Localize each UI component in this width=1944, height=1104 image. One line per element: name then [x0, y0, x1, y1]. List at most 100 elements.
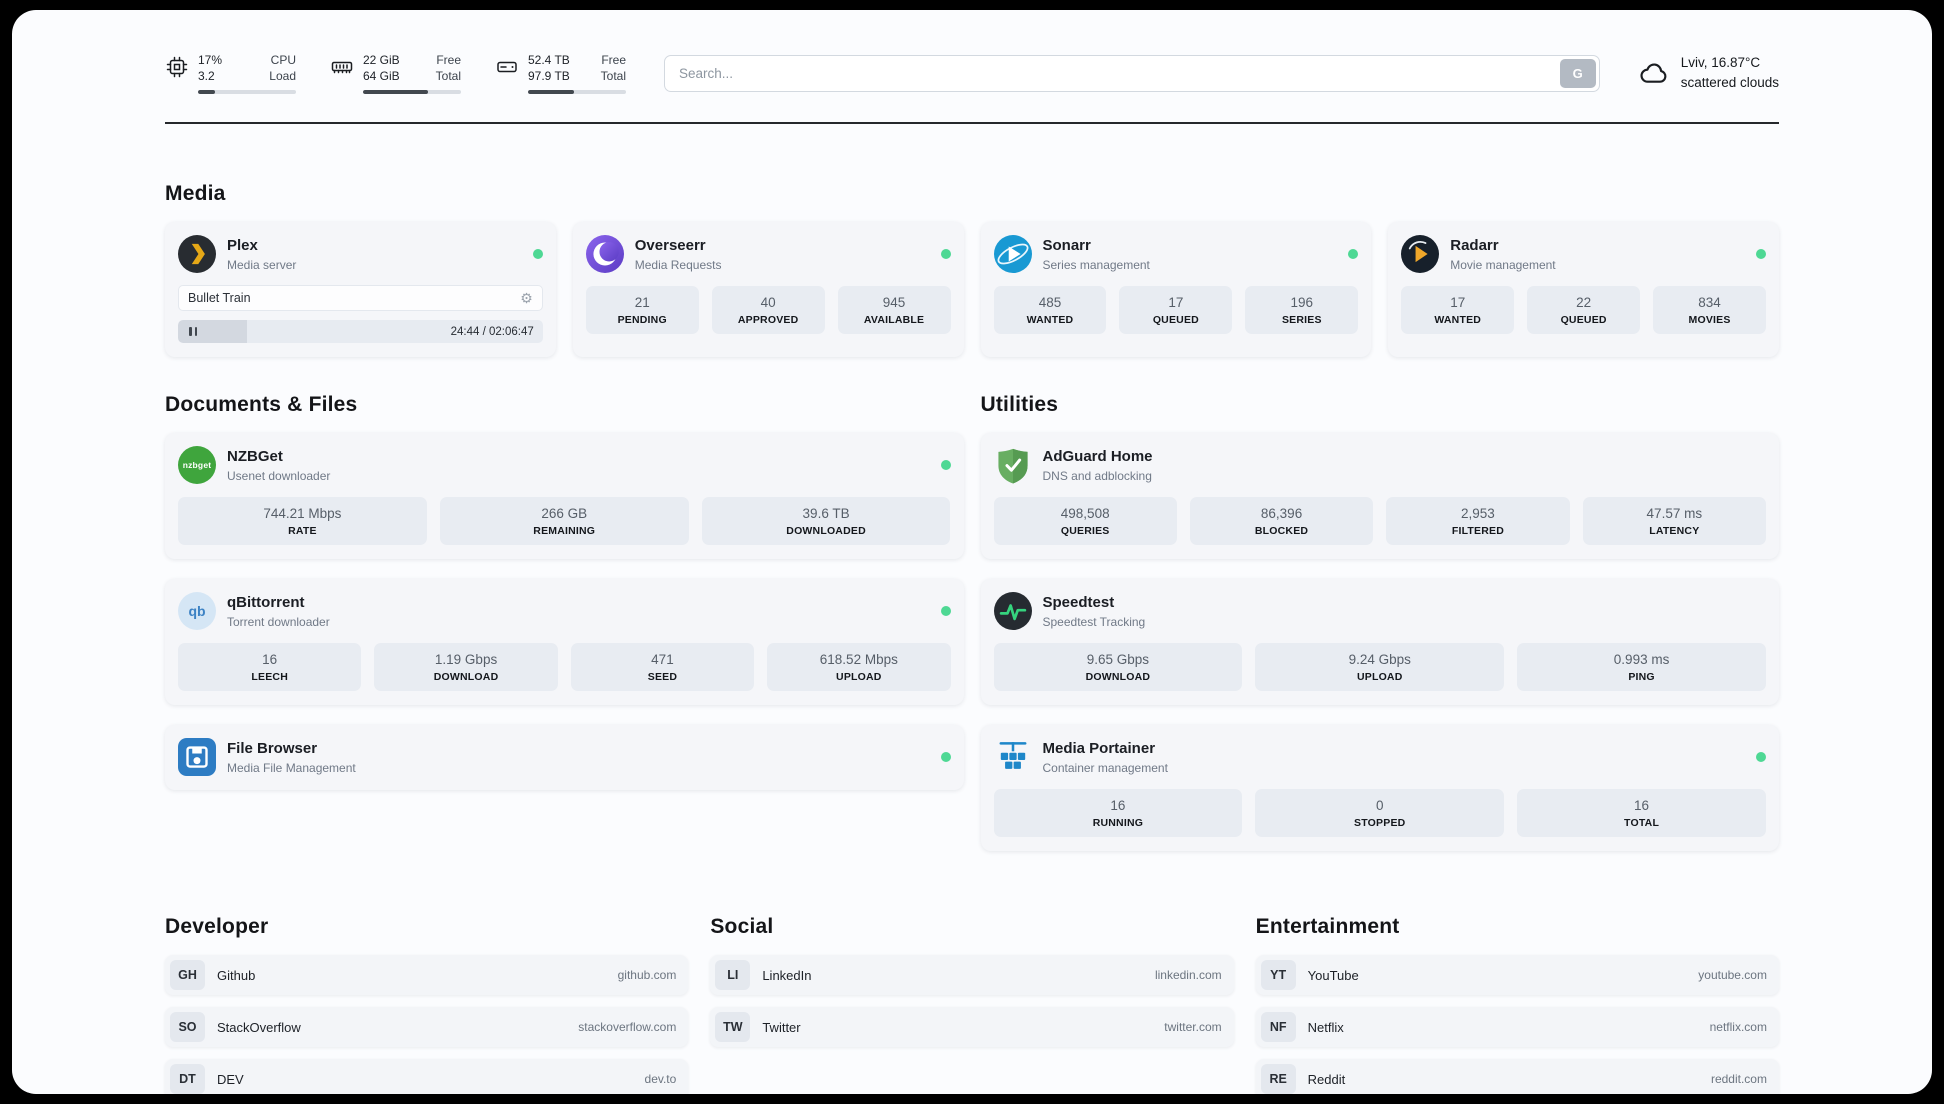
app-card-radarr[interactable]: Radarr Movie management 17 WANTED 22 QUE…	[1388, 222, 1779, 358]
stat-available: 945 AVAILABLE	[837, 286, 951, 335]
section-media: Media Plex Media server	[165, 182, 1779, 358]
app-card-adguard[interactable]: AdGuard Home DNS and adblocking 498,508 …	[980, 433, 1779, 560]
app-card-sonarr[interactable]: Sonarr Series management 485 WANTED 17 Q…	[980, 222, 1372, 358]
app-name: AdGuard Home	[1042, 447, 1153, 465]
reddit-icon: RE	[1260, 1064, 1296, 1094]
gear-icon[interactable]: ⚙	[520, 289, 533, 306]
speedtest-icon	[993, 592, 1032, 631]
stat-total: 16 TOTAL	[1517, 789, 1766, 838]
playback-time: 24:44 / 02:06:47	[450, 325, 534, 338]
disk-progress-bar	[528, 90, 626, 95]
bookmark-stackoverflow[interactable]: SO StackOverflow stackoverflow.com	[165, 1007, 689, 1048]
system-metrics: 17% 3.2 CPU Load	[165, 52, 626, 95]
ram-total-label: Total	[435, 69, 461, 84]
bookmark-netflix[interactable]: NF Netflix netflix.com	[1255, 1007, 1779, 1048]
disk-metric: 52.4 TB 97.9 TB Free Total	[495, 52, 626, 95]
stat-approved: 40 APPROVED	[711, 286, 825, 335]
status-dot	[532, 249, 543, 260]
section-social: Social LI LinkedIn linkedin.com TW Twitt…	[710, 915, 1234, 1059]
github-icon: GH	[170, 960, 205, 991]
status-dot	[940, 249, 951, 260]
bookmark-reddit[interactable]: RE Reddit reddit.com	[1255, 1059, 1779, 1094]
app-subtitle: Movie management	[1450, 257, 1556, 272]
search-engine-button[interactable]: G	[1559, 58, 1596, 88]
ram-icon	[330, 55, 354, 94]
bookmark-twitter[interactable]: TW Twitter twitter.com	[710, 1007, 1234, 1048]
stat-ping: 0.993 ms PING	[1517, 643, 1766, 692]
section-title-media: Media	[165, 182, 226, 206]
header-divider	[165, 122, 1779, 125]
app-subtitle: DNS and adblocking	[1042, 468, 1152, 483]
stat-pending: 21 PENDING	[585, 286, 699, 335]
cpu-icon	[165, 55, 189, 94]
stat-upload: 9.24 Gbps UPLOAD	[1255, 643, 1505, 692]
bookmark-linkedin[interactable]: LI LinkedIn linkedin.com	[710, 955, 1234, 996]
app-card-speedtest[interactable]: Speedtest Speedtest Tracking 9.65 Gbps D…	[980, 579, 1779, 706]
bookmark-youtube[interactable]: YT YouTube youtube.com	[1255, 955, 1779, 996]
cloud-icon	[1638, 57, 1670, 89]
overseerr-icon	[585, 235, 624, 274]
search-bar: G	[664, 54, 1600, 92]
section-title-documents: Documents & Files	[165, 393, 358, 417]
stat-series: 196 SERIES	[1245, 286, 1359, 335]
disk-free-value: 52.4 TB	[528, 53, 570, 67]
app-card-filebrowser[interactable]: File Browser Media File Management	[165, 725, 964, 791]
stat-queued: 17 QUEUED	[1119, 286, 1233, 335]
stackoverflow-icon: SO	[170, 1012, 205, 1043]
section-title-entertainment: Entertainment	[1255, 915, 1400, 939]
section-title-social: Social	[710, 915, 774, 939]
radarr-icon	[1401, 235, 1440, 274]
status-dot	[1348, 249, 1359, 260]
weather-location: Lviv, 16.87°C	[1680, 54, 1761, 70]
stat-blocked: 86,396 BLOCKED	[1189, 497, 1374, 546]
stat-stopped: 0 STOPPED	[1255, 789, 1505, 838]
plex-icon	[178, 235, 216, 274]
weather-condition: scattered clouds	[1680, 75, 1779, 91]
bookmark-dev[interactable]: DT DEV dev.to	[165, 1059, 689, 1094]
player-progress-bar[interactable]: 24:44 / 02:06:47	[178, 320, 543, 344]
section-utilities: Utilities	[980, 393, 1779, 852]
status-dot	[1756, 752, 1766, 763]
app-subtitle: Media Requests	[634, 257, 722, 272]
disk-free-label: Free	[601, 53, 626, 67]
app-subtitle: Torrent downloader	[227, 614, 330, 629]
app-subtitle: Media server	[227, 257, 297, 272]
app-name: NZBGet	[227, 447, 283, 465]
stat-movies: 834 MOVIES	[1653, 286, 1767, 335]
app-subtitle: Usenet downloader	[227, 468, 331, 483]
search-input[interactable]	[664, 54, 1600, 92]
stat-upload: 618.52 Mbps UPLOAD	[767, 643, 951, 692]
disk-progress-fill	[528, 90, 575, 95]
disk-total-value: 97.9 TB	[528, 69, 570, 84]
stat-remaining: 266 GB REMAINING	[439, 497, 689, 546]
ram-metric: 22 GiB 64 GiB Free Total	[330, 52, 461, 95]
cpu-label: CPU	[270, 53, 296, 67]
section-documents: Documents & Files nzbget NZBGet Usenet d…	[165, 393, 964, 791]
disk-total-label: Total	[600, 69, 626, 84]
ram-free-value: 22 GiB	[363, 53, 400, 67]
weather-widget[interactable]: Lviv, 16.87°C scattered clouds	[1638, 53, 1779, 94]
adguard-icon	[994, 446, 1032, 484]
section-entertainment: Entertainment YT YouTube youtube.com NF …	[1255, 915, 1779, 1094]
cpu-load-value: 3.2	[198, 69, 215, 84]
app-card-portainer[interactable]: Media Portainer Container management 16 …	[980, 725, 1779, 852]
stat-filtered: 2,953 FILTERED	[1386, 497, 1570, 546]
status-dot	[940, 752, 951, 763]
app-name: File Browser	[227, 739, 318, 757]
stat-download: 1.19 Gbps DOWNLOAD	[374, 643, 558, 692]
pause-icon[interactable]	[185, 324, 201, 339]
app-card-plex[interactable]: Plex Media server Bullet Train ⚙ 24:44 /…	[165, 222, 556, 358]
cpu-metric: 17% 3.2 CPU Load	[165, 52, 296, 95]
ram-total-value: 64 GiB	[363, 69, 400, 84]
app-card-qbittorrent[interactable]: qb qBittorrent Torrent downloader 16 LEE…	[165, 579, 964, 706]
dashboard-page: 17% 3.2 CPU Load	[12, 10, 1932, 1094]
app-card-overseerr[interactable]: Overseerr Media Requests 21 PENDING 40 A…	[572, 222, 964, 358]
bookmark-github[interactable]: GH Github github.com	[165, 955, 689, 996]
app-name: Media Portainer	[1042, 739, 1156, 757]
app-card-nzbget[interactable]: nzbget NZBGet Usenet downloader 744.21 M…	[165, 433, 964, 560]
status-dot	[940, 460, 951, 471]
stat-queued: 22 QUEUED	[1527, 286, 1641, 335]
sonarr-icon	[993, 235, 1032, 274]
player-progress-fill	[178, 320, 248, 344]
stat-downloaded: 39.6 TB DOWNLOADED	[701, 497, 951, 546]
